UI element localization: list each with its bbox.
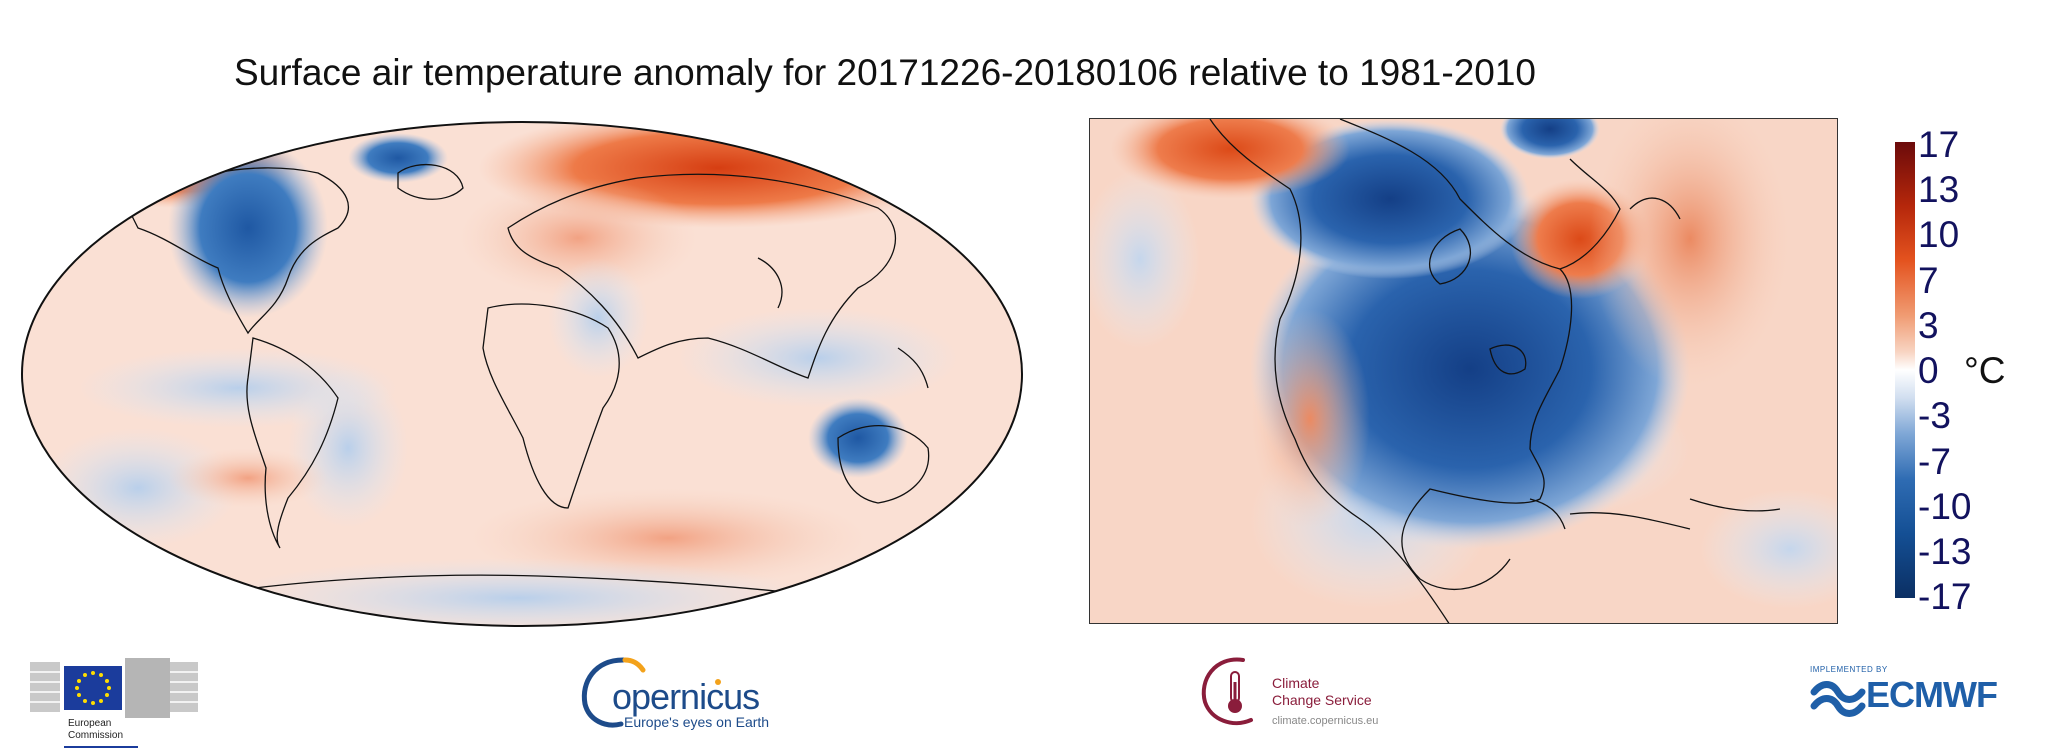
c3s-name: Climate Change Service <box>1272 675 1372 708</box>
colorbar-tick: -13 <box>1918 531 1972 572</box>
colorbar <box>1895 142 1915 598</box>
copernicus-wordmark: opernicus <box>612 676 760 717</box>
thermometer-icon <box>1201 657 1253 726</box>
colorbar-tick: -7 <box>1918 441 1951 482</box>
colorbar-tick: 13 <box>1918 169 1960 210</box>
c3s-url: climate.copernicus.eu <box>1272 715 1379 727</box>
colorbar-tick: -10 <box>1918 486 1972 527</box>
ecmwf-waves-icon <box>1810 681 1866 717</box>
colorbar-tick: 3 <box>1918 305 1939 346</box>
page-title: Surface air temperature anomaly for 2017… <box>233 52 1537 93</box>
copernicus-c-icon <box>581 657 721 728</box>
eu-commission-label: European Commission <box>68 718 124 741</box>
ecmwf-implemented-by: IMPLEMENTED BY <box>1810 665 1888 674</box>
north-america-anomaly-map <box>1089 118 1838 624</box>
ecmwf-wordmark: ECMWF <box>1866 674 1998 715</box>
colorbar-tick: 17 <box>1918 124 1960 165</box>
colorbar-tick: -17 <box>1918 576 1972 617</box>
eu-flag-icon <box>30 658 198 748</box>
colorbar-tick: 7 <box>1918 260 1939 301</box>
colorbar-tick: -3 <box>1918 395 1951 436</box>
world-anomaly-map <box>21 121 1023 627</box>
colorbar-tick: 0 <box>1918 350 1939 391</box>
colorbar-tick: 10 <box>1918 214 1960 255</box>
copernicus-tagline: Europe's eyes on Earth <box>624 714 770 730</box>
colorbar-unit: °C <box>1964 350 2006 391</box>
